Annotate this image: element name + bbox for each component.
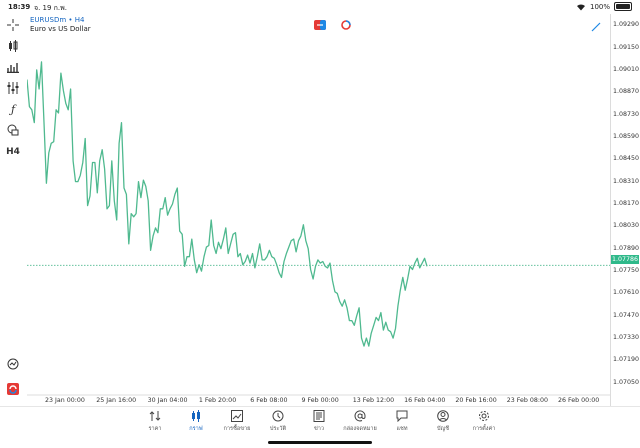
price-tick-label: 1.08870 [613, 88, 640, 96]
home-indicator [268, 441, 372, 444]
chart-icon [192, 410, 200, 422]
tab-label: แชท [396, 426, 408, 432]
adjust-icon[interactable] [4, 80, 22, 96]
time-tick-label: 6 Feb 08:00 [250, 397, 288, 404]
time-tick-label: 20 Feb 16:00 [455, 397, 497, 404]
draw-line-icon[interactable] [591, 22, 601, 32]
one-click-trading-icon[interactable] [314, 20, 326, 30]
time-tick-label: 25 Jan 16:00 [96, 397, 137, 404]
account-icon [437, 410, 449, 422]
price-chart[interactable] [27, 14, 610, 406]
current-price-label: 1.07786 [611, 255, 639, 264]
tab-chart[interactable]: กราฟ [174, 410, 218, 436]
news-icon [313, 410, 325, 422]
status-time: 18:39 [8, 3, 31, 11]
tab-account[interactable]: บัญชี [421, 410, 465, 436]
tab-label: กล่องจดหมาย [343, 426, 377, 432]
price-tick-label: 1.09290 [613, 21, 640, 29]
price-tick-label: 1.08310 [613, 177, 640, 185]
time-tick-label: 9 Feb 00:00 [301, 397, 339, 404]
tab-settings[interactable]: การตั้งค่า [462, 410, 506, 436]
chat-icon [396, 410, 408, 422]
tab-label: ข่าว [313, 426, 325, 432]
settings-icon [479, 411, 489, 421]
price-tick-label: 1.07330 [613, 334, 640, 342]
history-icon [272, 410, 284, 422]
price-tick-label: 1.09150 [613, 43, 640, 51]
tab-mailbox[interactable]: กล่องจดหมาย [338, 410, 382, 436]
symbol-description: Euro vs US Dollar [30, 25, 91, 33]
price-tick-label: 1.07750 [613, 267, 640, 275]
price-tick-label: 1.08170 [613, 200, 640, 207]
price-tick-label: 1.08730 [613, 110, 640, 118]
price-tick-label: 1.08030 [613, 222, 640, 230]
price-tick-label: 1.09010 [613, 65, 640, 73]
tab-label: กราฟ [189, 426, 203, 432]
function-icon[interactable]: ƒ [10, 102, 16, 116]
price-tick-label: 1.07890 [613, 244, 640, 252]
time-tick-label: 23 Jan 00:00 [45, 397, 85, 404]
price-tick-label: 1.08590 [613, 132, 640, 140]
time-tick-label: 30 Jan 04:00 [147, 397, 188, 404]
tab-label: ประวัติ [269, 426, 287, 432]
time-tick-label: 1 Feb 20:00 [198, 397, 237, 404]
indicators-icon[interactable] [4, 59, 22, 75]
mailbox-icon [354, 410, 366, 422]
status-right: 100% [576, 2, 632, 11]
tab-news[interactable]: ข่าว [297, 410, 341, 436]
broker-logo-icon[interactable] [4, 381, 22, 397]
status-bar: 18:39 จ. 19 ก.พ. 100% [0, 0, 640, 14]
tab-chat[interactable]: แชท [380, 410, 424, 436]
time-tick-label: 26 Feb 00:00 [558, 397, 600, 404]
tab-label: การซื้อขาย [223, 426, 251, 432]
trade-icon [231, 410, 243, 422]
tab-trade[interactable]: การซื้อขาย [215, 410, 259, 436]
quick-depth-icon[interactable] [341, 20, 351, 30]
time-tick-label: 16 Feb 04:00 [404, 397, 446, 404]
quotes-icon [149, 411, 161, 421]
price-tick-label: 1.08450 [613, 155, 640, 163]
shapes-icon[interactable] [4, 122, 22, 138]
time-tick-label: 13 Feb 12:00 [352, 397, 395, 404]
signals-icon[interactable] [4, 356, 22, 372]
wifi-icon [576, 3, 585, 11]
crosshair-icon[interactable] [4, 17, 22, 33]
tab-quotes[interactable]: ราคา [133, 410, 177, 436]
symbol-title[interactable]: EURUSDm • H4 [30, 16, 85, 24]
candlestick-icon[interactable] [4, 38, 22, 54]
tab-label: ราคา [148, 426, 162, 432]
price-tick-label: 1.07190 [613, 356, 640, 364]
price-scale [610, 14, 640, 406]
battery-icon [614, 2, 632, 11]
price-series-line [27, 61, 428, 347]
drawing-toolbar: ƒ H4 [0, 14, 26, 406]
price-tick-label: 1.07470 [613, 311, 640, 319]
tab-history[interactable]: ประวัติ [256, 410, 300, 436]
time-tick-label: 23 Feb 08:00 [506, 397, 548, 404]
tab-label: การตั้งค่า [472, 426, 496, 432]
tab-label: บัญชี [436, 426, 450, 432]
battery-percent: 100% [589, 2, 610, 11]
timeframe-button[interactable]: H4 [6, 147, 20, 157]
price-tick-label: 1.07610 [613, 289, 640, 297]
price-tick-label: 1.07050 [613, 378, 640, 386]
status-date: จ. 19 ก.พ. [34, 4, 67, 12]
